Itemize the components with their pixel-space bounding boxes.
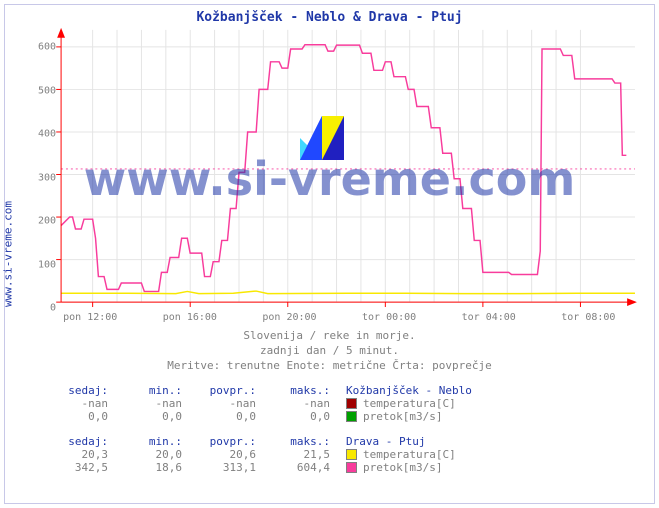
legend-swatch [346,449,357,460]
legend-entry: temperatura[C] [340,448,456,461]
stats-value: 604,4 [266,461,340,474]
legend-label: pretok[m3/s] [363,461,442,474]
stats-header: min.: [118,435,192,448]
y-tick-label: 200 [28,216,56,227]
y-tick-label: 300 [28,172,56,183]
stats-value: -nan [192,397,266,410]
legend-label: pretok[m3/s] [363,410,442,423]
legend-swatch [346,411,357,422]
stats-value: 20,6 [192,448,266,461]
subtitle-line-1: Slovenija / reke in morje. [0,328,659,343]
station-name: Kožbanjšček - Neblo [340,384,472,397]
subtitle-line-2: zadnji dan / 5 minut. [0,343,659,358]
x-tick-label: tor 04:00 [462,312,516,323]
stats-header: povpr.: [192,435,266,448]
legend-swatch [346,398,357,409]
y-axis-label: www.si-vreme.com [2,201,15,307]
y-tick-label: 0 [28,303,56,314]
stats-value: 0,0 [44,410,118,423]
x-tick-label: pon 16:00 [163,312,217,323]
chart-title: Kožbanjšček - Neblo & Drava - Ptuj [0,10,659,25]
legend-entry: pretok[m3/s] [340,410,442,423]
y-tick-labels: 0100200300400500600 [28,30,56,308]
legend-entry: temperatura[C] [340,397,456,410]
stats-header: povpr.: [192,384,266,397]
station-name: Drava - Ptuj [340,435,425,448]
y-tick-label: 500 [28,85,56,96]
chart-svg [52,24,646,308]
stats-tables: sedaj:min.:povpr.:maks.:Kožbanjšček - Ne… [44,384,624,474]
stats-value: 20,0 [118,448,192,461]
stats-value: -nan [266,397,340,410]
x-tick-label: pon 12:00 [63,312,117,323]
stats-value: 18,6 [118,461,192,474]
x-tick-label: pon 20:00 [262,312,316,323]
stats-header: maks.: [266,384,340,397]
stats-header: maks.: [266,435,340,448]
x-tick-label: tor 08:00 [561,312,615,323]
stats-value: 313,1 [192,461,266,474]
plot-area [58,30,644,308]
legend-entry: pretok[m3/s] [340,461,442,474]
stats-header: sedaj: [44,435,118,448]
stats-value: -nan [44,397,118,410]
stats-value: 20,3 [44,448,118,461]
x-tick-labels: pon 12:00 pon 16:00 pon 20:00 tor 00:00 tor … [58,312,644,326]
stats-value: 0,0 [192,410,266,423]
legend-label: temperatura[C] [363,397,456,410]
stats-value: 0,0 [266,410,340,423]
stats-value: 342,5 [44,461,118,474]
y-tick-label: 100 [28,259,56,270]
x-tick-label: tor 00:00 [362,312,416,323]
stats-header: sedaj: [44,384,118,397]
stats-header: min.: [118,384,192,397]
legend-swatch [346,462,357,473]
legend-label: temperatura[C] [363,448,456,461]
y-tick-label: 600 [28,42,56,53]
stats-value: 21,5 [266,448,340,461]
subtitle-line-3: Meritve: trenutne Enote: metrične Črta: … [0,358,659,373]
stats-value: 0,0 [118,410,192,423]
stats-value: -nan [118,397,192,410]
y-tick-label: 400 [28,129,56,140]
